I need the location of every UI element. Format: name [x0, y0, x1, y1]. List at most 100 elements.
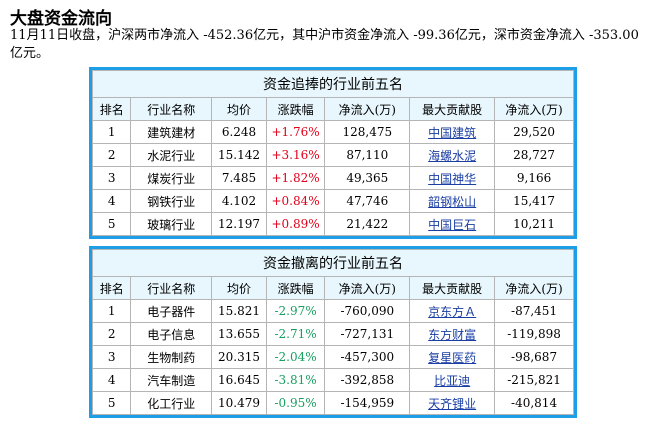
table-row: 5 化工行业 10.479 -0.95% -154,959 天齐锂业 -40,814 — [91, 391, 574, 415]
net-inflow-cell: -392,858 — [324, 368, 411, 392]
col-header-net: 净流入(万) — [324, 276, 411, 300]
col-header-rank: 排名 — [91, 97, 132, 121]
col-header-stock-net: 净流入(万) — [494, 97, 574, 121]
industry-cell: 汽车制造 — [130, 368, 213, 392]
change-cell: +0.84% — [265, 189, 326, 213]
price-cell: 16.645 — [211, 368, 267, 392]
outflow-table: 资金撤离的行业前五名 排名 行业名称 均价 涨跌幅 净流入(万) 最大贡献股 净… — [91, 249, 574, 415]
change-cell: +0.89% — [265, 212, 326, 236]
top-stock-link[interactable]: 东方财富 — [409, 322, 496, 346]
change-cell: -3.81% — [265, 368, 326, 392]
inflow-table: 资金追捧的行业前五名 排名 行业名称 均价 涨跌幅 净流入(万) 最大贡献股 净… — [91, 70, 574, 236]
table-row: 1 电子器件 15.821 -2.97% -760,090 京东方Ａ -87,451 — [91, 299, 574, 323]
col-header-change: 涨跌幅 — [265, 97, 326, 121]
stock-net-inflow-cell: 29,520 — [494, 120, 574, 144]
col-header-price: 均价 — [211, 276, 267, 300]
net-inflow-cell: -457,300 — [324, 345, 411, 369]
industry-cell: 电子器件 — [130, 299, 213, 323]
top-stock-link[interactable]: 韶钢松山 — [409, 189, 496, 213]
net-inflow-cell: 47,746 — [324, 189, 411, 213]
net-inflow-cell: 21,422 — [324, 212, 411, 236]
rank-cell: 4 — [91, 189, 132, 213]
top-stock-link[interactable]: 天齐锂业 — [409, 391, 496, 415]
net-inflow-cell: 87,110 — [324, 143, 411, 167]
industry-cell: 玻璃行业 — [130, 212, 213, 236]
outflow-table-panel: 资金撤离的行业前五名 排名 行业名称 均价 涨跌幅 净流入(万) 最大贡献股 净… — [89, 246, 577, 418]
industry-cell: 水泥行业 — [130, 143, 213, 167]
rank-cell: 3 — [91, 166, 132, 190]
price-cell: 20.315 — [211, 345, 267, 369]
stock-net-inflow-cell: 10,211 — [494, 212, 574, 236]
table-row: 5 玻璃行业 12.197 +0.89% 21,422 中国巨石 10,211 — [91, 212, 574, 236]
price-cell: 13.655 — [211, 322, 267, 346]
stock-net-inflow-cell: -98,687 — [494, 345, 574, 369]
price-cell: 7.485 — [211, 166, 267, 190]
table-row: 4 汽车制造 16.645 -3.81% -392,858 比亚迪 -215,821 — [91, 368, 574, 392]
price-cell: 12.197 — [211, 212, 267, 236]
top-stock-link[interactable]: 中国神华 — [409, 166, 496, 190]
industry-cell: 煤炭行业 — [130, 166, 213, 190]
top-stock-link[interactable]: 海螺水泥 — [409, 143, 496, 167]
col-header-top-stock: 最大贡献股 — [409, 97, 496, 121]
top-stock-link[interactable]: 比亚迪 — [409, 368, 496, 392]
price-cell: 15.142 — [211, 143, 267, 167]
change-cell: +1.76% — [265, 120, 326, 144]
page-title: 大盘资金流向 — [10, 9, 112, 29]
col-header-top-stock: 最大贡献股 — [409, 276, 496, 300]
stock-net-inflow-cell: -215,821 — [494, 368, 574, 392]
stock-net-inflow-cell: -40,814 — [494, 391, 574, 415]
rank-cell: 1 — [91, 120, 132, 144]
market-summary: 11月11日收盘，沪深两市净流入 -452.36亿元，其中沪市资金净流入 -99… — [10, 28, 639, 61]
stock-net-inflow-cell: -119,898 — [494, 322, 574, 346]
col-header-rank: 排名 — [91, 276, 132, 300]
col-header-stock-net: 净流入(万) — [494, 276, 574, 300]
industry-cell: 钢铁行业 — [130, 189, 213, 213]
change-cell: -0.95% — [265, 391, 326, 415]
net-inflow-cell: -154,959 — [324, 391, 411, 415]
rank-cell: 3 — [91, 345, 132, 369]
net-inflow-cell: -760,090 — [324, 299, 411, 323]
col-header-net: 净流入(万) — [324, 97, 411, 121]
price-cell: 10.479 — [211, 391, 267, 415]
stock-net-inflow-cell: -87,451 — [494, 299, 574, 323]
change-cell: +3.16% — [265, 143, 326, 167]
rank-cell: 1 — [91, 299, 132, 323]
inflow-table-header: 排名 行业名称 均价 涨跌幅 净流入(万) 最大贡献股 净流入(万) — [91, 97, 574, 121]
outflow-table-caption: 资金撤离的行业前五名 — [92, 249, 574, 277]
rank-cell: 5 — [91, 212, 132, 236]
industry-cell: 生物制药 — [130, 345, 213, 369]
net-inflow-cell: 128,475 — [324, 120, 411, 144]
top-stock-link[interactable]: 复星医药 — [409, 345, 496, 369]
table-row: 1 建筑建材 6.248 +1.76% 128,475 中国建筑 29,520 — [91, 120, 574, 144]
change-cell: +1.82% — [265, 166, 326, 190]
stock-net-inflow-cell: 9,166 — [494, 166, 574, 190]
rank-cell: 5 — [91, 391, 132, 415]
table-row: 3 煤炭行业 7.485 +1.82% 49,365 中国神华 9,166 — [91, 166, 574, 190]
change-cell: -2.04% — [265, 345, 326, 369]
table-row: 4 钢铁行业 4.102 +0.84% 47,746 韶钢松山 15,417 — [91, 189, 574, 213]
net-inflow-cell: -727,131 — [324, 322, 411, 346]
table-row: 3 生物制药 20.315 -2.04% -457,300 复星医药 -98,687 — [91, 345, 574, 369]
price-cell: 15.821 — [211, 299, 267, 323]
industry-cell: 电子信息 — [130, 322, 213, 346]
table-row: 2 水泥行业 15.142 +3.16% 87,110 海螺水泥 28,727 — [91, 143, 574, 167]
top-stock-link[interactable]: 中国建筑 — [409, 120, 496, 144]
rank-cell: 2 — [91, 143, 132, 167]
col-header-change: 涨跌幅 — [265, 276, 326, 300]
industry-cell: 化工行业 — [130, 391, 213, 415]
price-cell: 4.102 — [211, 189, 267, 213]
col-header-industry: 行业名称 — [130, 276, 213, 300]
top-stock-link[interactable]: 中国巨石 — [409, 212, 496, 236]
change-cell: -2.71% — [265, 322, 326, 346]
col-header-price: 均价 — [211, 97, 267, 121]
stock-net-inflow-cell: 15,417 — [494, 189, 574, 213]
col-header-industry: 行业名称 — [130, 97, 213, 121]
outflow-table-header: 排名 行业名称 均价 涨跌幅 净流入(万) 最大贡献股 净流入(万) — [91, 276, 574, 300]
inflow-table-panel: 资金追捧的行业前五名 排名 行业名称 均价 涨跌幅 净流入(万) 最大贡献股 净… — [89, 67, 577, 239]
stock-net-inflow-cell: 28,727 — [494, 143, 574, 167]
net-inflow-cell: 49,365 — [324, 166, 411, 190]
rank-cell: 2 — [91, 322, 132, 346]
inflow-table-caption: 资金追捧的行业前五名 — [92, 70, 574, 98]
top-stock-link[interactable]: 京东方Ａ — [409, 299, 496, 323]
